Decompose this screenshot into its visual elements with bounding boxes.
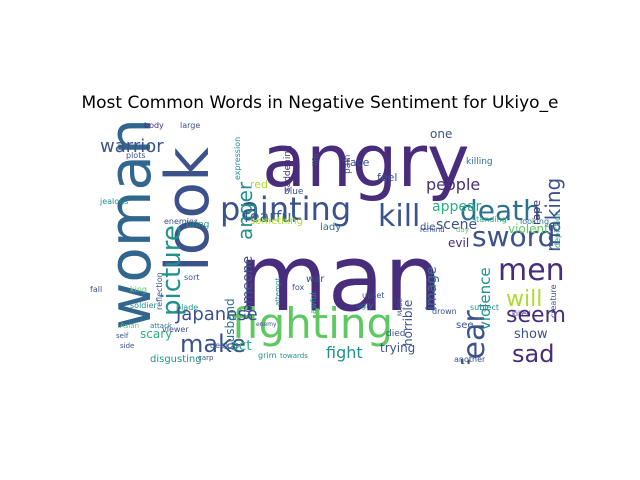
- word-picture: picture: [157, 225, 187, 316]
- word-drown: drown: [432, 307, 457, 316]
- word-violent: violent: [508, 222, 549, 236]
- word-sad: sad: [512, 340, 554, 364]
- word-fear: fear: [457, 310, 492, 364]
- word-painting: painting: [220, 190, 351, 228]
- word-life: life: [311, 154, 320, 166]
- word-fight: fight: [326, 343, 363, 362]
- word-remind: remind: [420, 226, 445, 234]
- word-enemy: enemy: [256, 321, 277, 328]
- word-jealous: jealous: [99, 197, 128, 206]
- word-act: act: [230, 338, 252, 354]
- word-enemies: enemies: [164, 217, 198, 226]
- word-fighting: fighting: [232, 299, 393, 348]
- word-people: people: [426, 175, 480, 194]
- word-saddening: saddening: [283, 145, 293, 192]
- word-ugly: ugly: [356, 301, 373, 310]
- word-king: king: [130, 285, 147, 294]
- word-warrior: warrior: [100, 136, 164, 157]
- word-evil: evil: [448, 236, 469, 250]
- word-killing: killing: [466, 157, 493, 167]
- word-sort: sort: [184, 273, 200, 282]
- word-fall: fall: [90, 285, 102, 294]
- word-scene: scene: [436, 217, 477, 233]
- word-killed: killed: [512, 310, 531, 318]
- word-japanese: Japanese: [175, 304, 258, 325]
- word-grim: grim: [258, 351, 277, 360]
- word-another: another: [454, 355, 486, 364]
- word-large: large: [180, 121, 200, 130]
- word-image: image: [424, 266, 440, 310]
- word-blue: blue: [284, 187, 304, 197]
- word-side: side: [120, 342, 134, 350]
- word-blade: blade: [176, 303, 198, 312]
- word-reflection: reflection: [155, 272, 164, 310]
- word-will: will: [506, 287, 542, 312]
- word-death: death: [460, 194, 541, 227]
- word-expression: expression: [233, 137, 242, 180]
- word-fearful: fearful: [244, 207, 296, 226]
- word-scary: scary: [140, 327, 172, 341]
- word-made: MADE: [397, 298, 404, 316]
- word-bring: bring: [186, 220, 209, 230]
- word-plots: plots: [126, 151, 146, 160]
- word-seem: seem: [506, 303, 566, 328]
- word-towards: towards: [280, 352, 308, 360]
- word-asian: Asian: [120, 322, 139, 330]
- word-something: something: [250, 216, 303, 227]
- word-men: men: [498, 253, 565, 288]
- word-died: died: [386, 329, 405, 339]
- word-looking: looking: [520, 217, 549, 226]
- word-horrible: horrible: [401, 300, 415, 346]
- word-attack: attack: [150, 322, 173, 330]
- word-day: day: [456, 226, 469, 234]
- word-trying: trying: [380, 341, 415, 355]
- word-self: self: [116, 332, 129, 340]
- word-husband: husband: [223, 298, 237, 350]
- chart-title: Most Common Words in Negative Sentiment …: [81, 93, 559, 113]
- word-face: face: [346, 156, 370, 169]
- word-die: die: [420, 222, 435, 233]
- word-viewer: viewer: [162, 325, 189, 334]
- word-kill: kill: [378, 199, 420, 234]
- word-fox: fox: [292, 283, 304, 292]
- word-disgusting: disgusting: [150, 354, 202, 364]
- word-sword: sword: [472, 220, 555, 253]
- word-appear: appear: [432, 199, 482, 215]
- word-feel: feel: [377, 171, 397, 184]
- word-one: one: [430, 127, 452, 141]
- word-soldier: soldier: [130, 301, 158, 310]
- word-red: red: [250, 178, 268, 191]
- word-show: show: [514, 327, 548, 342]
- word-subject: subject: [470, 303, 499, 312]
- word-man: man: [238, 225, 442, 332]
- word-upset: upset: [362, 291, 384, 300]
- word-violence: violence: [476, 267, 494, 330]
- word-pain: pain: [343, 155, 353, 174]
- word-carp: carp: [198, 354, 214, 362]
- word-woman: woman: [96, 120, 164, 330]
- word-making: making: [541, 178, 565, 252]
- word-war: war: [306, 274, 325, 285]
- word-rape: rape: [530, 200, 543, 225]
- word-body: body: [144, 121, 164, 130]
- word-anger: anger: [233, 181, 257, 240]
- word-attempt: attempt: [274, 278, 282, 306]
- word-standing: standing: [472, 215, 507, 224]
- word-look: look: [153, 147, 223, 272]
- word-make: make: [180, 330, 246, 358]
- word-angry: angry: [262, 120, 470, 203]
- word-cloud: man angry woman look fighting painting kill dea…: [80, 120, 568, 364]
- word-awful: awful: [309, 292, 318, 314]
- word-depicts: depicts: [210, 341, 239, 350]
- word-lady: lady: [320, 222, 341, 233]
- word-see: see: [456, 320, 474, 331]
- word-creature: creature: [549, 284, 558, 318]
- word-someone: someone: [240, 256, 256, 320]
- word-depiction: depiction: [553, 211, 562, 248]
